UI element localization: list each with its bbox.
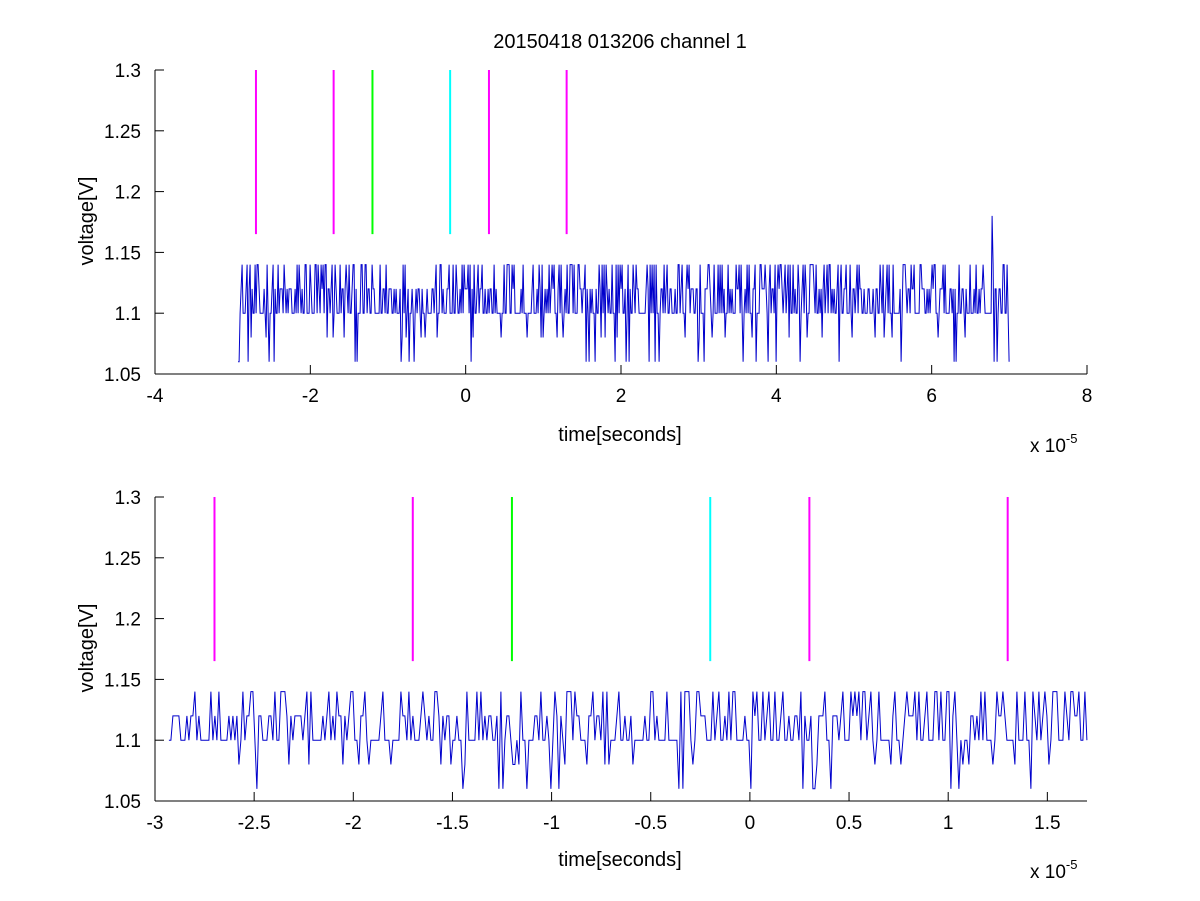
bottom-x-tick-label: -2 bbox=[345, 813, 362, 834]
bottom-y-tick-label: 1.3 bbox=[115, 488, 141, 509]
top-x-tick-label: 6 bbox=[926, 386, 937, 407]
top-x-exponent-label: x 10-5 bbox=[1030, 431, 1077, 457]
bottom-x-exponent-base: x 10 bbox=[1030, 862, 1066, 883]
bottom-y-axis-label: voltage[V] bbox=[76, 604, 98, 693]
top-y-tick-label: 1.2 bbox=[115, 183, 141, 204]
top-plot: time[seconds] voltage[V] x 10-5 -4 -2 0 2 4 6… bbox=[76, 61, 1092, 457]
top-x-exponent-power: -5 bbox=[1066, 431, 1078, 446]
bottom-x-tick-label: 1 bbox=[943, 813, 954, 834]
bottom-x-tick-label: 1.5 bbox=[1034, 813, 1060, 834]
bottom-x-tick-label: 0.5 bbox=[836, 813, 862, 834]
bottom-plot: time[seconds] voltage[V] x 10-5 -3 -2.5 -2… bbox=[76, 488, 1088, 883]
top-x-tick-label: 0 bbox=[460, 386, 471, 407]
bottom-x-exponent-power: -5 bbox=[1066, 857, 1078, 872]
bottom-y-tick-label: 1.15 bbox=[104, 670, 141, 691]
bottom-y-tick-label: 1.25 bbox=[104, 549, 141, 570]
top-x-tick-label: 2 bbox=[616, 386, 627, 407]
bottom-x-axis-label: time[seconds] bbox=[558, 849, 681, 871]
top-y-tick-label: 1.25 bbox=[104, 122, 141, 143]
top-y-tick-label: 1.3 bbox=[115, 61, 141, 82]
top-x-tick-label: 4 bbox=[771, 386, 782, 407]
bottom-x-tick-label: -1 bbox=[543, 813, 560, 834]
top-y-tick-label: 1.15 bbox=[104, 243, 141, 264]
bottom-y-tick-label: 1.05 bbox=[104, 792, 141, 813]
bottom-x-tick-label: -3 bbox=[147, 813, 164, 834]
top-x-axis-label: time[seconds] bbox=[558, 424, 681, 446]
figure-title: 20150418 013206 channel 1 bbox=[493, 31, 747, 53]
top-x-tick-label: 8 bbox=[1082, 386, 1093, 407]
bottom-x-tick-label: -2.5 bbox=[238, 813, 271, 834]
bottom-signal-line bbox=[168, 691, 1088, 790]
bottom-x-tick-label: -0.5 bbox=[634, 813, 667, 834]
top-y-tick-label: 1.05 bbox=[104, 365, 141, 386]
top-x-tick-label: -2 bbox=[302, 386, 319, 407]
top-y-tick-label: 1.1 bbox=[115, 304, 141, 325]
top-x-tick-label: -4 bbox=[147, 386, 164, 407]
bottom-y-tick-label: 1.1 bbox=[115, 731, 141, 752]
bottom-x-tick-label: 0 bbox=[745, 813, 756, 834]
bottom-x-exponent-label: x 10-5 bbox=[1030, 857, 1077, 883]
top-x-exponent-base: x 10 bbox=[1030, 436, 1066, 457]
bottom-y-tick-label: 1.2 bbox=[115, 610, 141, 631]
bottom-x-tick-label: -1.5 bbox=[436, 813, 469, 834]
top-y-axis-label: voltage[V] bbox=[76, 177, 98, 266]
top-signal-line bbox=[238, 215, 1010, 363]
